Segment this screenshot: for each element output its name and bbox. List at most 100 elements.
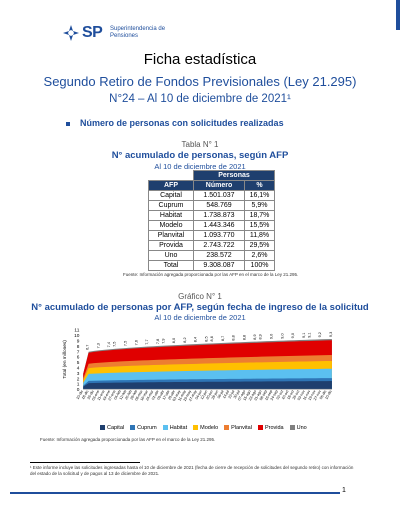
x-tick-label: 24-mar: [145, 389, 155, 402]
table-header-row: AFP Número %: [148, 180, 275, 191]
total-data-label: 7,6: [134, 340, 138, 345]
y-tick-label: 3: [77, 371, 80, 377]
x-tick-label: 31-ago: [253, 390, 262, 402]
legend-label: Uno: [296, 425, 307, 431]
x-tick-label: 28-feb: [130, 390, 139, 401]
x-tick-label: 18-oct: [286, 390, 295, 401]
total-data-label: 7,9: [161, 338, 165, 343]
x-tick-label: 27-nov: [313, 389, 322, 401]
total-data-label: 9,2: [318, 332, 322, 337]
table-caption-number: Tabla N° 1: [181, 140, 219, 149]
legend-label: Cuprum: [137, 425, 157, 431]
table-row: Cuprum 548.769 5,9%: [148, 200, 275, 211]
table-row: Total 9.308.087 100%: [148, 260, 275, 271]
total-data-label: 9,0: [269, 334, 273, 339]
col-header-percent: %: [244, 180, 275, 191]
percent-cell: 15,5%: [244, 220, 275, 231]
x-tick-label: 12-jun: [200, 390, 209, 401]
y-tick-label: 11: [74, 328, 79, 334]
legend-item: Cuprum: [130, 425, 157, 431]
number-cell: 2.743.722: [193, 240, 245, 251]
y-tick-label: 10: [74, 333, 80, 339]
x-tick-label: 16-sep: [264, 390, 273, 402]
legend-item: Modelo: [193, 425, 218, 431]
total-data-label: 8,5: [205, 336, 209, 341]
x-tick-label: 22-jul: [228, 389, 236, 399]
x-tick-label: 04-feb: [113, 390, 122, 401]
x-tick-label: 27-ene: [107, 390, 116, 402]
x-tick-label: 11-ene: [97, 390, 106, 402]
legend-item: Planvital: [224, 425, 252, 431]
percent-cell: 5,9%: [244, 200, 275, 211]
total-data-label: 7,8: [156, 339, 160, 344]
afp-cell: Total: [148, 260, 194, 271]
x-tick-label: 26-dic: [86, 389, 94, 400]
legend-swatch: [130, 425, 136, 431]
footnote: ¹ Este informe incluye las solicitudes i…: [30, 465, 354, 476]
logo-emblem-icon: [63, 25, 79, 41]
col-header-afp: AFP: [148, 180, 194, 191]
x-tick-label: 16-mar: [140, 389, 150, 402]
x-tick-label: 05-dic: [319, 389, 327, 400]
total-data-label: 8,0: [172, 338, 176, 343]
x-tick-label: 14-jul: [222, 389, 230, 399]
legend-label: Provida: [264, 425, 284, 431]
total-data-label: 8,9: [253, 334, 257, 339]
x-tick-label: 26-oct: [292, 390, 301, 401]
x-tick-label: 03-may: [172, 389, 182, 402]
legend-swatch: [162, 425, 168, 431]
afp-cell: Provida: [148, 240, 194, 251]
table-caption-title: N° acumulado de personas, según AFP: [111, 150, 289, 161]
table-group-header: Personas: [193, 170, 275, 181]
number-cell: 238.572: [193, 250, 245, 261]
x-tick-label: 04-jun: [195, 390, 204, 401]
legend-item: Provida: [257, 425, 284, 431]
afp-cell: Modelo: [148, 220, 194, 231]
percent-cell: 2,6%: [244, 250, 275, 261]
total-data-label: 8,9: [259, 334, 263, 339]
legend-label: Modelo: [200, 425, 219, 431]
y-axis-label: Total (en millones): [62, 340, 68, 379]
table-row: Modelo 1.443.346 15,5%: [148, 220, 275, 231]
x-tick-label: 02-oct: [276, 390, 285, 401]
total-data-label: 6,7: [86, 345, 90, 350]
legend-item: Uno: [289, 425, 307, 431]
total-data-label: 7,4: [107, 341, 111, 347]
x-tick-label: 03-nov: [297, 389, 306, 401]
table-row: Provida 2.743.722 29,5%: [148, 240, 275, 251]
x-tick-label: 08-sep: [259, 390, 268, 402]
x-tick-label: 23-ago: [248, 390, 257, 402]
legend-item: Habitat: [162, 425, 187, 431]
total-data-label: 9,0: [280, 333, 284, 338]
afp-cell: Cuprum: [148, 200, 194, 211]
logo-acronym: SP: [82, 24, 103, 41]
y-tick-label: 5: [77, 360, 80, 366]
x-tick-label: 17-abr: [162, 389, 171, 401]
number-cell: 548.769: [193, 200, 245, 211]
legend-label: Capital: [107, 425, 125, 431]
legend-swatch: [224, 425, 230, 431]
total-data-label: 7,7: [145, 339, 149, 344]
chart-caption-date: Al 10 de diciembre de 2021: [154, 313, 246, 322]
total-data-label: 8,6: [210, 336, 214, 341]
x-tick-label: 11-may: [177, 389, 186, 401]
total-data-label: 8,7: [221, 336, 225, 341]
page-title: Ficha estadística: [143, 51, 257, 68]
y-tick-label: 7: [77, 349, 80, 355]
edge-accent-bar: [396, 0, 400, 30]
total-data-label: 9,1: [307, 332, 311, 337]
y-tick-label: 9: [77, 339, 80, 345]
afp-cell: Habitat: [148, 210, 194, 221]
chart-legend: Capital Cuprum Habitat Modelo Planvital Provi…: [100, 425, 307, 431]
table-group-header-row: Personas: [149, 170, 275, 181]
total-data-label: 7,3: [96, 343, 100, 348]
total-data-label: 9,1: [302, 333, 306, 338]
legend-swatch: [257, 425, 263, 431]
percent-cell: 16,1%: [244, 190, 275, 201]
x-tick-label: 10-dic: [324, 389, 332, 400]
x-tick-label: 10-dic: [76, 389, 84, 400]
number-cell: 1.501.037: [193, 190, 245, 201]
afp-cell: Planvital: [148, 230, 194, 241]
logo-text-line2: Pensiones: [110, 33, 139, 39]
